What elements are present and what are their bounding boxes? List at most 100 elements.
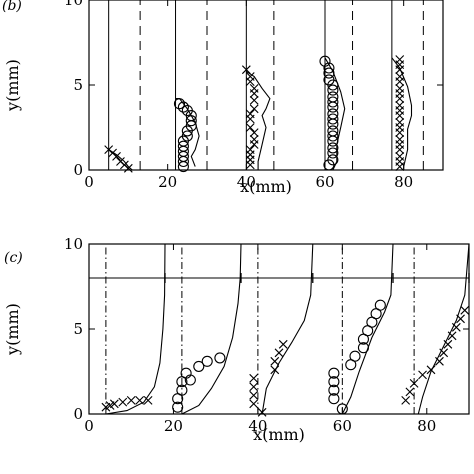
panel-b-plot-area	[104, 0, 424, 173]
panel-b-cross-marker	[245, 114, 255, 124]
panel-c: (c) 0 20 40 60 80 0 5 10 x(mm) y(mm)	[3, 235, 470, 444]
panel-b-profile	[391, 0, 424, 171]
panel-b-cross-marker	[395, 162, 405, 171]
panel-c-circle-marker	[214, 352, 226, 364]
panel-c-cross-marker	[426, 365, 436, 375]
panel-c-y-tick-label: 5	[73, 320, 83, 338]
panel-c-circle-marker	[172, 401, 184, 413]
panel-c-cross-marker	[249, 382, 259, 392]
panel-b-cross-marker	[245, 160, 255, 170]
panel-c-profile	[401, 243, 470, 415]
panel-b-circle-marker	[323, 159, 335, 171]
panel-c-circle-marker	[328, 393, 340, 405]
panel-b-circle-marker	[177, 101, 189, 113]
panel-c-circle-marker	[374, 299, 386, 311]
panel-c-circle-marker	[357, 342, 369, 354]
panel-b-circle-marker	[327, 84, 339, 96]
panel-c-profile	[249, 243, 314, 417]
panel-c-profile	[328, 243, 394, 415]
panel-b-cross-marker	[395, 111, 405, 120]
panel-c-circle-marker	[328, 367, 340, 379]
panel-c-x-tick-label: 60	[333, 417, 352, 435]
panel-b-cross-marker	[249, 140, 259, 149]
panel-b-cross-marker	[112, 152, 121, 161]
panel-b-cross-marker	[249, 95, 259, 105]
panel-c-cross-marker	[418, 370, 427, 380]
panel-c-circle-marker	[184, 374, 196, 386]
panel-b-circle-marker	[327, 96, 339, 108]
panel-b-x-tick-label: 40	[237, 173, 256, 191]
panel-b-cross-marker	[395, 65, 405, 75]
panel-c-cross-marker	[460, 305, 470, 315]
panel-c-profile-curve	[261, 243, 314, 415]
panel-c-cross-marker	[135, 396, 145, 405]
panel-c-cross-marker	[270, 356, 280, 366]
panel-c-x-tick-label: 0	[84, 417, 94, 435]
panel-b-y-axis-title: y(mm)	[3, 59, 22, 112]
panel-b-circle-marker	[327, 113, 339, 125]
panel-b-cross-marker	[245, 123, 255, 132]
panel-b-y-tick-label: 5	[73, 76, 83, 94]
panel-b-circle-marker	[177, 161, 189, 173]
panel-b: (b) 0 20 40 60 80 0 5 10 x(mm) y(mm)	[2, 0, 444, 196]
panel-c-cross-marker	[435, 356, 444, 366]
panel-b-circle-marker	[327, 135, 339, 147]
panel-c-circle-marker	[201, 355, 213, 367]
panel-b-y-tick-label: 0	[73, 161, 83, 179]
panel-c-ticks: 0 20 40 60 80 0 5 10	[64, 235, 469, 435]
panel-c-cross-marker	[109, 399, 119, 409]
panel-c-profile-curve	[341, 243, 394, 415]
panel-c-circle-marker	[193, 360, 205, 372]
panel-c-cross-marker	[143, 396, 153, 405]
panel-b-circle-marker	[327, 147, 339, 159]
panel-c-y-tick-label: 10	[64, 235, 83, 253]
panel-c-profile	[101, 243, 166, 415]
panel-b-circle-marker	[181, 125, 193, 137]
panel-c-cross-marker	[278, 339, 288, 349]
panel-c-cross-marker	[443, 339, 453, 349]
panel-c-cross-marker	[270, 365, 280, 375]
panel-c-x-tick-label: 80	[417, 417, 436, 435]
panel-b-circle-marker	[323, 62, 335, 74]
panel-b-ticks: 0 20 40 60 80 0 5 10	[64, 0, 443, 191]
panel-c-x-tick-label: 40	[248, 417, 267, 435]
panel-b-profile-curve	[246, 70, 271, 170]
panel-b-circle-marker	[327, 130, 339, 142]
panel-b-cross-marker	[249, 89, 259, 98]
panel-b-circle-marker	[185, 115, 197, 127]
panel-c-cross-marker	[409, 379, 419, 388]
panel-c-cross-marker	[401, 396, 411, 405]
panel-c-x-tick-label: 20	[164, 417, 183, 435]
panel-c-cross-marker	[451, 322, 461, 332]
panel-c-cross-marker	[456, 314, 465, 324]
panel-c-circle-marker	[328, 376, 340, 388]
panel-b-cross-marker	[395, 77, 405, 86]
panel-b-circle-marker	[177, 155, 189, 168]
panel-c-cross-marker	[126, 396, 136, 405]
panel-c-cross-marker	[118, 397, 128, 407]
panel-b-profile	[319, 0, 354, 171]
panel-b-cross-marker	[395, 128, 405, 137]
panel-b-cross-marker	[395, 94, 405, 103]
panel-c-cross-marker	[249, 373, 259, 383]
panel-b-profile-curve	[175, 98, 200, 167]
panel-b-cross-marker	[241, 65, 251, 75]
panel-c-circle-marker	[349, 350, 361, 362]
panel-b-circle-marker	[173, 98, 186, 110]
panel-b-axes-frame	[88, 0, 444, 171]
panel-c-cross-marker	[405, 387, 415, 397]
panel-b-x-tick-label: 60	[315, 173, 334, 191]
panel-c-cross-marker	[249, 390, 259, 400]
panel-b-x-tick-label: 0	[84, 173, 94, 191]
panel-b-profile	[104, 0, 141, 173]
panel-b-label: (b)	[2, 0, 22, 14]
panel-c-circle-marker	[336, 403, 348, 415]
panel-c-cross-marker	[257, 407, 267, 417]
panel-b-x-tick-label: 20	[158, 173, 177, 191]
panel-b-x-axis-title: x(mm)	[240, 177, 292, 196]
panel-c-axes-frame	[88, 243, 470, 415]
panel-c-cross-marker	[439, 348, 449, 358]
panel-b-circle-marker	[323, 67, 335, 79]
panel-c-profile	[172, 243, 242, 415]
panel-b-cross-marker	[123, 163, 133, 173]
